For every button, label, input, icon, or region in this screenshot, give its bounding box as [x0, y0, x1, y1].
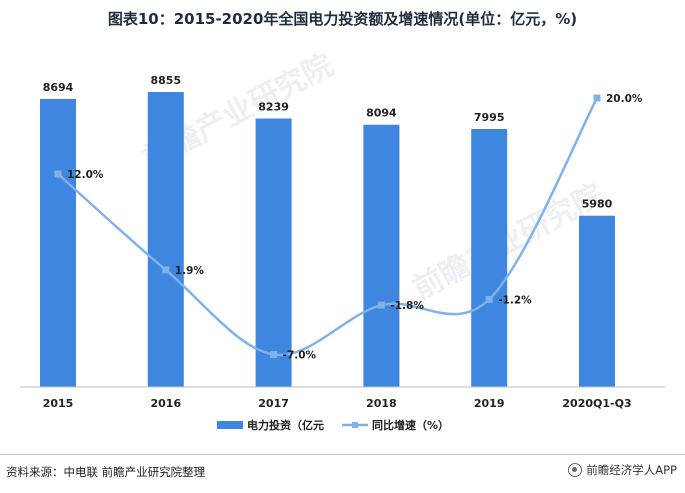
- x-tick-label: 2017: [258, 397, 289, 410]
- line-marker: [54, 170, 62, 178]
- bar-value-label: 7995: [474, 111, 505, 124]
- line-value-label: -1.2%: [498, 294, 532, 306]
- watermark-text: 前瞻产业研究院: [407, 178, 609, 307]
- line-labels-group: 12.0% 1.9% -7.0% -1.8% -1.2% 20.0%: [67, 93, 643, 362]
- bar-labels-group: 8694 8855 8239 8094 7995 5980: [43, 74, 613, 211]
- bar: [40, 98, 76, 387]
- line-marker: [270, 351, 278, 358]
- bar: [579, 215, 615, 387]
- line-value-label: -1.8%: [390, 300, 424, 312]
- line-value-label: 20.0%: [606, 93, 643, 105]
- footer-divider: [0, 454, 685, 455]
- x-tick-label: 2020Q1-Q3: [562, 397, 631, 410]
- bar: [147, 92, 184, 387]
- growth-rate-line: [57, 97, 599, 357]
- bars-group: [40, 92, 615, 388]
- line-marker: [377, 301, 385, 309]
- bar-value-label: 8855: [150, 74, 181, 87]
- x-tick-label: 2018: [366, 397, 397, 410]
- line-series-group: [54, 94, 601, 358]
- line-marker: [593, 94, 601, 102]
- x-tick-label: 2016: [150, 397, 181, 410]
- brand: 前瞻经济学人APP: [568, 462, 677, 478]
- legend-bar-swatch: [217, 421, 243, 429]
- bar-value-label: 8094: [366, 107, 397, 120]
- source-note: 资料来源：中电联 前瞻产业研究院整理: [6, 465, 206, 479]
- bar-value-label: 8694: [43, 81, 74, 94]
- chart-title: 图表10：2015-2020年全国电力投资额及增速情况(单位：亿元，%): [107, 10, 578, 28]
- bar: [471, 129, 508, 388]
- x-tick-label: 2019: [474, 397, 505, 410]
- brand-name: 前瞻经济学人APP: [586, 463, 677, 477]
- legend-bar-label: 电力投资（亿元: [247, 418, 324, 432]
- bar-value-label: 5980: [582, 198, 613, 211]
- bar: [363, 124, 400, 387]
- x-tick-label: 2015: [43, 397, 74, 410]
- legend-line-label: 同比增速（%）: [372, 418, 449, 432]
- line-value-label: 12.0%: [67, 169, 104, 181]
- legend: 电力投资（亿元 同比增速（%）: [217, 418, 449, 432]
- bar: [255, 118, 292, 387]
- legend-line-marker: [352, 422, 358, 428]
- bar-value-label: 8239: [258, 101, 289, 114]
- line-marker: [485, 295, 493, 303]
- brand-logo-icon: [568, 463, 583, 477]
- x-tick-labels: 2015 2016 2017 2018 2019 2020Q1-Q3: [43, 397, 632, 410]
- line-value-label: -7.0%: [283, 350, 317, 362]
- line-marker: [162, 266, 170, 274]
- line-value-label: 1.9%: [175, 265, 205, 277]
